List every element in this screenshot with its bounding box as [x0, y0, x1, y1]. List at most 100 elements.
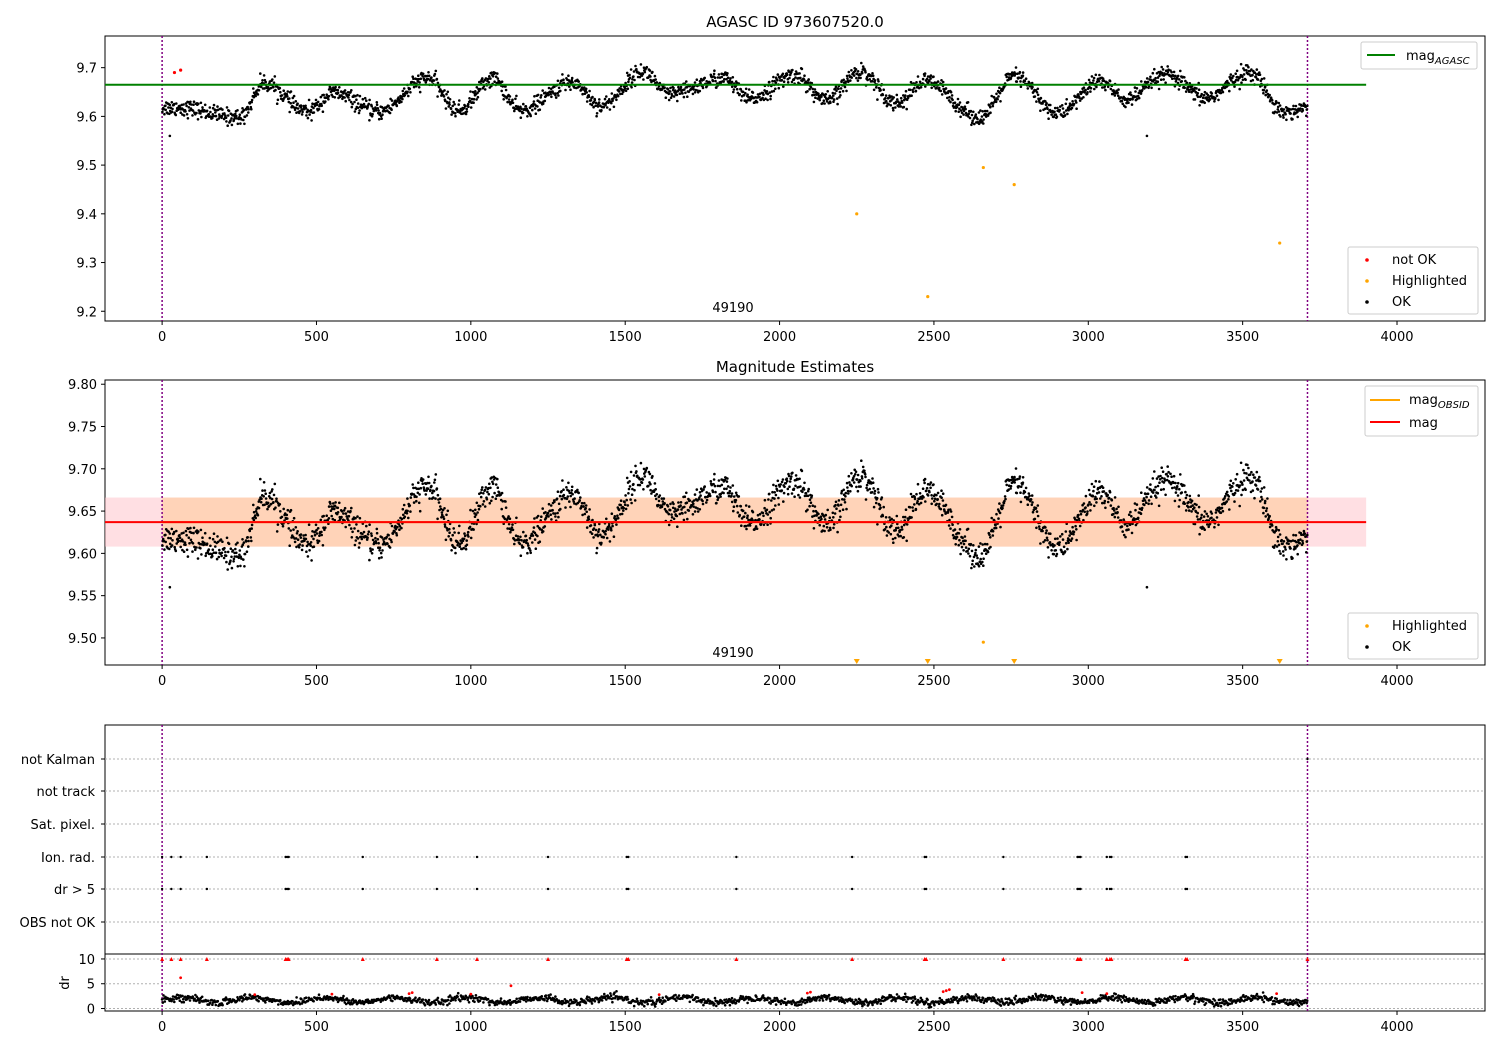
ok-point: [919, 81, 922, 84]
ok-point: [940, 90, 943, 93]
ok-point: [1090, 503, 1093, 506]
ok-point: [679, 504, 682, 507]
ok-point: [633, 474, 636, 477]
ok-point: [1049, 104, 1052, 107]
ok-point: [1205, 513, 1208, 516]
ok-point: [372, 539, 375, 542]
ok-point: [1091, 75, 1094, 78]
flag-event: [735, 888, 737, 890]
ok-point: [1065, 530, 1068, 533]
ok-point: [745, 88, 748, 91]
ok-point: [683, 96, 686, 99]
ok-point: [855, 68, 858, 71]
ok-point: [847, 490, 850, 493]
ok-point: [467, 531, 470, 534]
ok-point: [290, 509, 293, 512]
ok-point: [489, 77, 492, 80]
ok-point: [1207, 515, 1210, 518]
ok-point: [633, 489, 636, 492]
ok-point: [732, 91, 735, 94]
ok-point: [824, 518, 827, 521]
ok-point: [905, 540, 908, 543]
ok-point: [415, 500, 418, 503]
ok-point: [871, 491, 874, 494]
ok-point: [463, 538, 466, 541]
ok-point: [1149, 483, 1152, 486]
ok-point: [351, 106, 354, 109]
ok-point: [391, 99, 394, 102]
ok-point: [365, 99, 368, 102]
ok-point: [766, 523, 769, 526]
ok-point: [571, 81, 574, 84]
ok-point: [884, 528, 887, 531]
ok-point: [536, 105, 539, 108]
x-tick-label: 3000: [1072, 330, 1105, 345]
ok-point: [246, 114, 249, 117]
ok-point: [263, 74, 266, 77]
ok-point: [313, 545, 316, 548]
ok-point: [832, 94, 835, 97]
ok-point: [242, 119, 245, 122]
ok-point: [391, 525, 394, 528]
ok-point: [500, 508, 503, 511]
ok-point: [929, 77, 932, 80]
ok-point: [1080, 513, 1083, 516]
ok-point: [175, 550, 178, 553]
flag-row-label: not track: [36, 785, 95, 800]
ok-point: [209, 111, 212, 114]
ok-point: [526, 552, 529, 555]
ok-point: [376, 532, 379, 535]
ok-point: [649, 69, 652, 72]
ok-point: [272, 501, 275, 504]
ok-point: [628, 480, 631, 483]
ok-point: [194, 549, 197, 552]
ok-point: [164, 109, 167, 112]
ok-point: [200, 116, 203, 119]
ok-point: [587, 515, 590, 518]
ok-point: [962, 549, 965, 552]
ok-point: [279, 510, 282, 513]
ok-point: [1127, 528, 1130, 531]
ok-point: [409, 88, 412, 91]
ok-point: [1261, 78, 1264, 81]
ok-point: [1253, 497, 1256, 500]
ok-point: [877, 80, 880, 83]
ok-point: [517, 535, 520, 538]
ok-point: [922, 496, 925, 499]
ok-point: [436, 518, 439, 521]
ok-point: [419, 91, 422, 94]
ok-point: [380, 552, 383, 555]
ok-point: [338, 86, 341, 89]
ok-point: [835, 507, 838, 510]
y-tick-label: 9.65: [68, 505, 97, 520]
ok-point: [705, 501, 708, 504]
ok-point: [649, 75, 652, 78]
ok-point: [371, 548, 374, 551]
ok-point: [458, 525, 461, 528]
ok-point: [509, 517, 512, 520]
ok-point: [786, 477, 789, 480]
ok-point: [850, 472, 853, 475]
ok-point: [1035, 507, 1038, 510]
ok-point: [668, 99, 671, 102]
ok-point: [604, 533, 607, 536]
ok-point: [488, 81, 491, 84]
ok-point: [1191, 504, 1194, 507]
ok-point: [525, 539, 528, 542]
ok-point: [1292, 534, 1295, 537]
ok-point: [1098, 491, 1101, 494]
ok-point: [634, 499, 637, 502]
ok-point: [458, 99, 461, 102]
ok-point: [419, 510, 422, 513]
ok-point: [183, 550, 186, 553]
ok-point: [204, 104, 207, 107]
ok-point: [534, 538, 537, 541]
ok-point: [368, 99, 371, 102]
ok-point: [857, 474, 860, 477]
ok-point: [571, 486, 574, 489]
ok-point: [1072, 533, 1075, 536]
ok-point: [1158, 88, 1161, 91]
ok-point: [259, 478, 262, 481]
x-tick-label: 2000: [763, 674, 796, 689]
ok-point: [216, 535, 219, 538]
